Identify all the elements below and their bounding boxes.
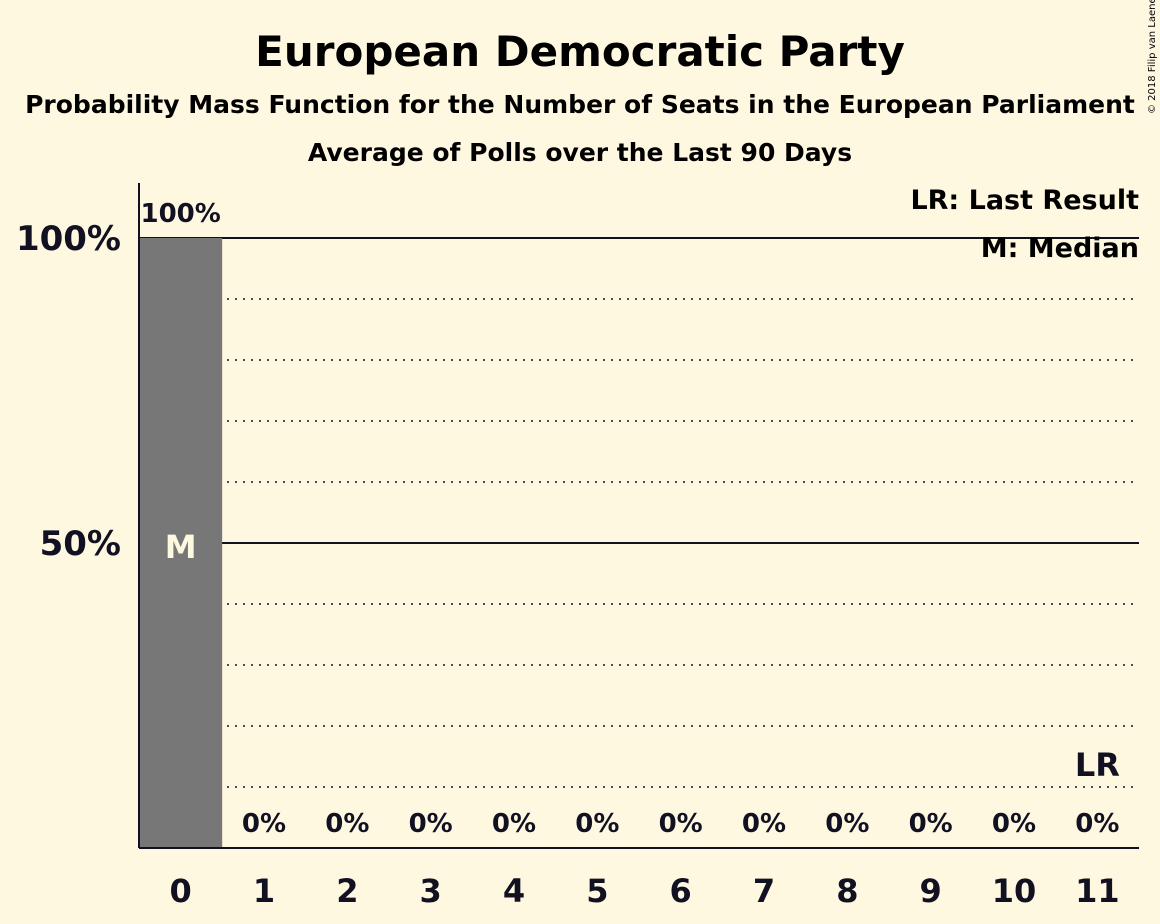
bars [139, 238, 223, 848]
x-tick-label: 0 [170, 872, 192, 910]
value-label: 0% [742, 809, 786, 839]
y-tick-label: 100% [16, 219, 121, 259]
x-tick-label: 9 [920, 872, 942, 910]
value-label: 0% [242, 809, 286, 839]
value-label: 0% [659, 809, 703, 839]
value-label: 0% [909, 809, 953, 839]
bar-seat-0 [139, 238, 223, 848]
legend-median: M: Median [981, 233, 1139, 264]
chart-subtitle: Probability Mass Function for the Number… [25, 90, 1135, 119]
x-tick-label: 3 [420, 872, 442, 910]
value-label: 0% [409, 809, 453, 839]
x-tick-label: 2 [336, 872, 358, 910]
gridlines [139, 237, 1139, 788]
value-label: 100% [141, 199, 221, 229]
labels: 50%100%0100%10%20%30%40%50%60%70%80%90%1… [16, 199, 1120, 910]
chart-subtitle-period: Average of Polls over the Last 90 Days [308, 138, 852, 167]
axes [138, 183, 1139, 849]
last-result-marker: LR [1075, 746, 1120, 784]
x-tick-label: 8 [836, 872, 858, 910]
median-marker: M [165, 528, 197, 566]
value-label: 0% [992, 809, 1036, 839]
legend-last-result: LR: Last Result [910, 185, 1139, 216]
x-tick-label: 5 [586, 872, 608, 910]
value-label: 0% [1075, 809, 1119, 839]
x-tick-label: 1 [253, 872, 275, 910]
value-label: 0% [492, 809, 536, 839]
copyright-notice: © 2018 Filip van Laenen [1147, 0, 1158, 114]
chart-title: European Democratic Party [255, 27, 905, 76]
x-tick-label: 4 [503, 872, 525, 910]
x-tick-label: 7 [753, 872, 775, 910]
value-label: 0% [325, 809, 369, 839]
y-tick-label: 50% [40, 524, 121, 564]
x-tick-label: 6 [670, 872, 692, 910]
value-label: 0% [825, 809, 869, 839]
x-tick-label: 10 [992, 872, 1037, 910]
value-label: 0% [575, 809, 619, 839]
x-tick-label: 11 [1075, 872, 1120, 910]
